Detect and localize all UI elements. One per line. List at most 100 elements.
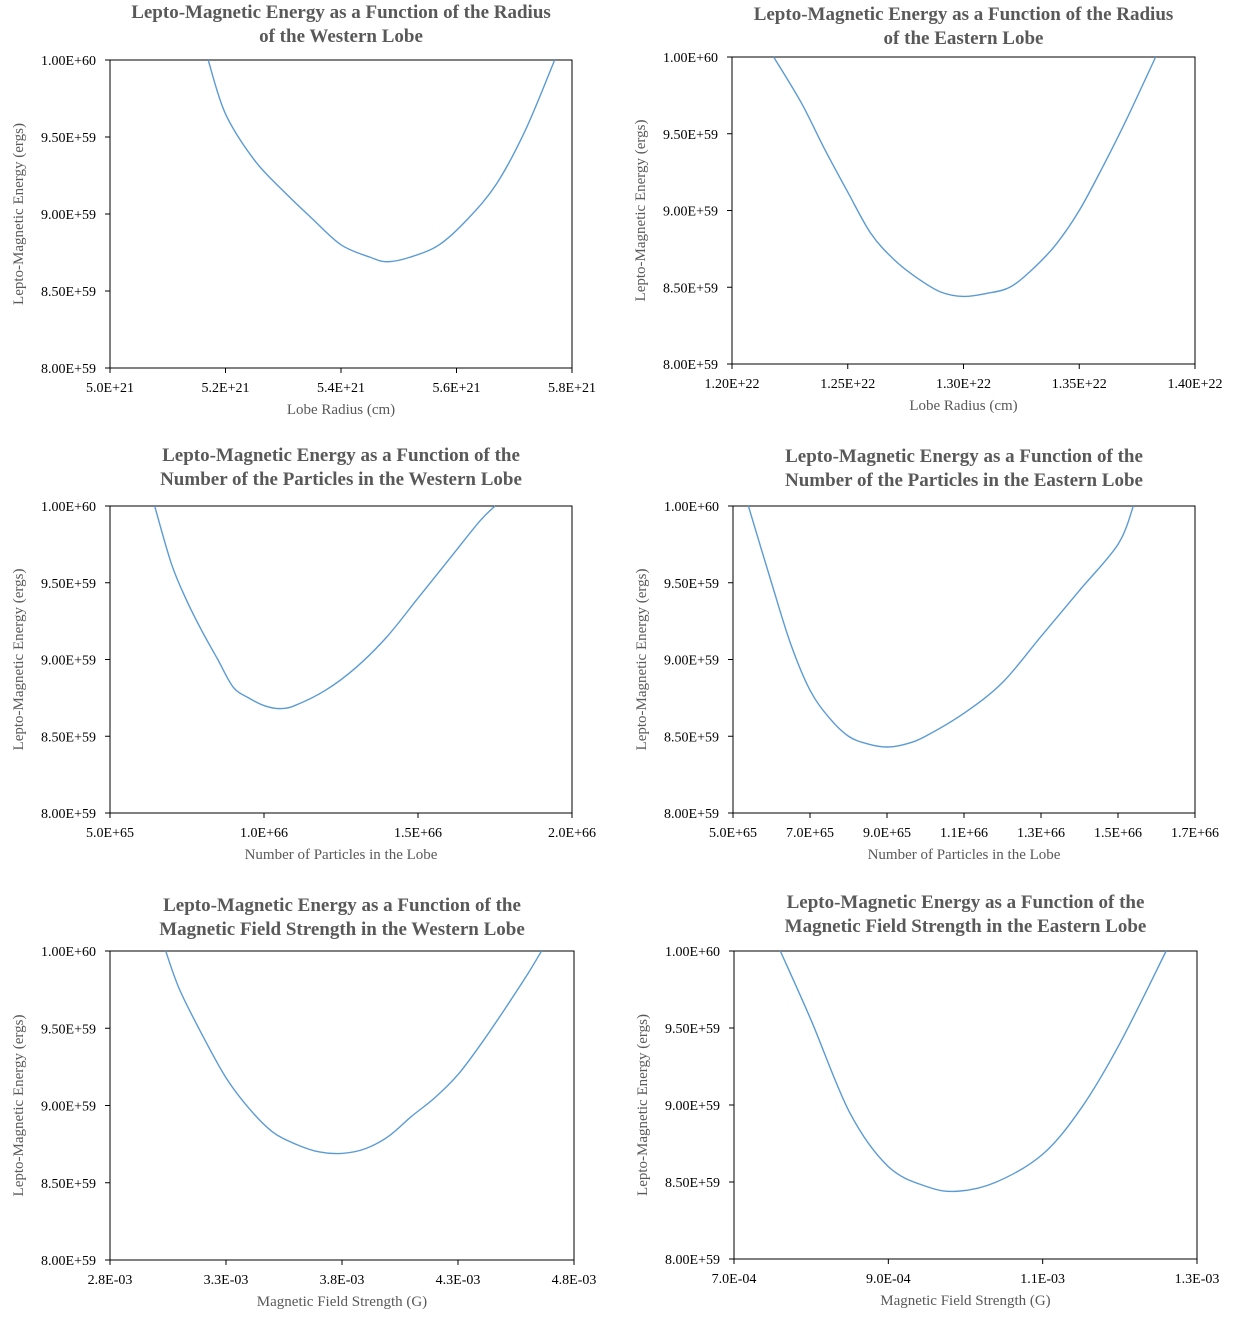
y-tick-label: 8.50E+59 (664, 730, 719, 745)
energy-curve (166, 951, 542, 1154)
x-tick-label: 1.3E-03 (1175, 1272, 1220, 1287)
y-tick-label: 8.50E+59 (41, 285, 96, 300)
x-tick-label: 9.0E+65 (863, 826, 911, 841)
chart-eastern-field: Lepto-Magnetic Energy as a Function of t… (620, 876, 1240, 1314)
x-axis-label: Magnetic Field Strength (G) (880, 1293, 1050, 1309)
x-tick-label: 1.5E+66 (1094, 826, 1142, 841)
y-axis-label: Lepto-Magnetic Energy (ergs) (11, 123, 27, 305)
energy-curve (748, 506, 1133, 747)
y-axis-label: Lepto-Magnetic Energy (ergs) (11, 569, 27, 751)
plot-frame (110, 951, 574, 1260)
y-tick-label: 9.50E+59 (41, 131, 96, 146)
chart-eastern-particles-svg: Lepto-Magnetic Energy as a Function of t… (620, 438, 1240, 876)
chart-title-line: Magnetic Field Strength in the Western L… (159, 919, 525, 940)
y-tick-label: 9.50E+59 (41, 577, 96, 592)
x-tick-label: 5.0E+65 (86, 826, 134, 841)
y-tick-label: 8.00E+59 (664, 807, 719, 822)
y-tick-label: 9.00E+59 (41, 654, 96, 669)
y-tick-label: 8.50E+59 (663, 281, 718, 296)
x-tick-label: 1.20E+22 (705, 377, 760, 392)
chart-title-line: Lepto-Magnetic Energy as a Function of t… (162, 445, 520, 466)
plot-frame (733, 506, 1195, 813)
x-tick-label: 1.3E+66 (1017, 826, 1065, 841)
chart-title-line: of the Eastern Lobe (884, 28, 1044, 49)
x-tick-label: 1.1E-03 (1020, 1272, 1065, 1287)
x-axis-label: Lobe Radius (cm) (909, 398, 1017, 414)
x-tick-label: 5.8E+21 (548, 381, 596, 396)
chart-eastern-field-svg: Lepto-Magnetic Energy as a Function of t… (620, 876, 1240, 1314)
x-tick-label: 3.8E-03 (320, 1273, 365, 1288)
y-tick-label: 8.00E+59 (41, 807, 96, 822)
chart-title-line: Lepto-Magnetic Energy as a Function of t… (163, 895, 521, 916)
y-tick-label: 9.50E+59 (663, 128, 718, 143)
chart-title-line: Magnetic Field Strength in the Eastern L… (785, 916, 1147, 937)
plot-frame (110, 506, 572, 813)
y-tick-label: 1.00E+60 (41, 945, 96, 960)
chart-title-line: Number of the Particles in the Western L… (160, 469, 522, 490)
x-tick-label: 1.25E+22 (820, 377, 875, 392)
energy-curve (155, 506, 495, 709)
chart-eastern-radius: Lepto-Magnetic Energy as a Function of t… (620, 0, 1240, 438)
chart-title-line: Lepto-Magnetic Energy as a Function of t… (785, 446, 1143, 467)
energy-curve (208, 60, 555, 262)
y-tick-label: 9.50E+59 (665, 1022, 720, 1037)
x-tick-label: 3.3E-03 (204, 1273, 249, 1288)
chart-eastern-radius-svg: Lepto-Magnetic Energy as a Function of t… (620, 0, 1240, 438)
y-tick-label: 9.50E+59 (41, 1022, 96, 1037)
plot-frame (734, 951, 1197, 1259)
y-tick-label: 8.50E+59 (665, 1176, 720, 1191)
x-tick-label: 1.1E+66 (940, 826, 988, 841)
chart-title-line: Lepto-Magnetic Energy as a Function of t… (131, 2, 551, 23)
chart-western-field: Lepto-Magnetic Energy as a Function of t… (0, 876, 620, 1314)
chart-western-radius-svg: Lepto-Magnetic Energy as a Function of t… (0, 0, 620, 438)
x-tick-label: 9.0E-04 (866, 1272, 911, 1287)
x-tick-label: 4.3E-03 (436, 1273, 481, 1288)
y-tick-label: 9.00E+59 (665, 1099, 720, 1114)
x-tick-label: 7.0E-04 (712, 1272, 757, 1287)
y-tick-label: 8.00E+59 (663, 358, 718, 373)
y-tick-label: 9.00E+59 (663, 205, 718, 220)
y-tick-label: 8.00E+59 (665, 1253, 720, 1268)
x-tick-label: 5.0E+21 (86, 381, 134, 396)
x-tick-label: 7.0E+65 (786, 826, 834, 841)
x-tick-label: 1.7E+66 (1171, 826, 1219, 841)
x-axis-label: Magnetic Field Strength (G) (257, 1294, 427, 1310)
y-axis-label: Lepto-Magnetic Energy (ergs) (633, 120, 649, 302)
x-tick-label: 1.30E+22 (936, 377, 991, 392)
y-tick-label: 9.00E+59 (664, 654, 719, 669)
y-tick-label: 1.00E+60 (665, 945, 720, 960)
x-tick-label: 1.5E+66 (394, 826, 442, 841)
x-tick-label: 5.6E+21 (433, 381, 481, 396)
plot-frame (110, 60, 572, 368)
y-axis-label: Lepto-Magnetic Energy (ergs) (11, 1015, 27, 1197)
x-tick-label: 5.2E+21 (202, 381, 250, 396)
chart-western-field-svg: Lepto-Magnetic Energy as a Function of t… (0, 876, 620, 1314)
energy-curve (774, 57, 1156, 296)
y-tick-label: 1.00E+60 (664, 500, 719, 515)
y-axis-label: Lepto-Magnetic Energy (ergs) (635, 1014, 651, 1196)
y-tick-label: 1.00E+60 (41, 54, 96, 69)
chart-title-line: Lepto-Magnetic Energy as a Function of t… (754, 4, 1174, 25)
chart-western-particles-svg: Lepto-Magnetic Energy as a Function of t… (0, 438, 620, 876)
chart-eastern-particles: Lepto-Magnetic Energy as a Function of t… (620, 438, 1240, 876)
x-tick-label: 5.4E+21 (317, 381, 365, 396)
x-axis-label: Number of Particles in the Lobe (245, 847, 438, 863)
y-tick-label: 8.50E+59 (41, 1177, 96, 1192)
y-tick-label: 9.50E+59 (664, 577, 719, 592)
x-tick-label: 2.8E-03 (88, 1273, 133, 1288)
x-tick-label: 1.35E+22 (1052, 377, 1107, 392)
chart-western-radius: Lepto-Magnetic Energy as a Function of t… (0, 0, 620, 438)
x-tick-label: 4.8E-03 (552, 1273, 597, 1288)
y-tick-label: 8.00E+59 (41, 1254, 96, 1269)
x-axis-label: Lobe Radius (cm) (287, 402, 395, 418)
y-tick-label: 8.50E+59 (41, 730, 96, 745)
y-tick-label: 8.00E+59 (41, 362, 96, 377)
x-tick-label: 1.0E+66 (240, 826, 288, 841)
y-tick-label: 9.00E+59 (41, 208, 96, 223)
energy-curve (780, 951, 1166, 1191)
x-tick-label: 2.0E+66 (548, 826, 596, 841)
y-tick-label: 1.00E+60 (41, 500, 96, 515)
y-tick-label: 1.00E+60 (663, 51, 718, 66)
chart-title-line: Number of the Particles in the Eastern L… (785, 470, 1143, 491)
chart-western-particles: Lepto-Magnetic Energy as a Function of t… (0, 438, 620, 876)
